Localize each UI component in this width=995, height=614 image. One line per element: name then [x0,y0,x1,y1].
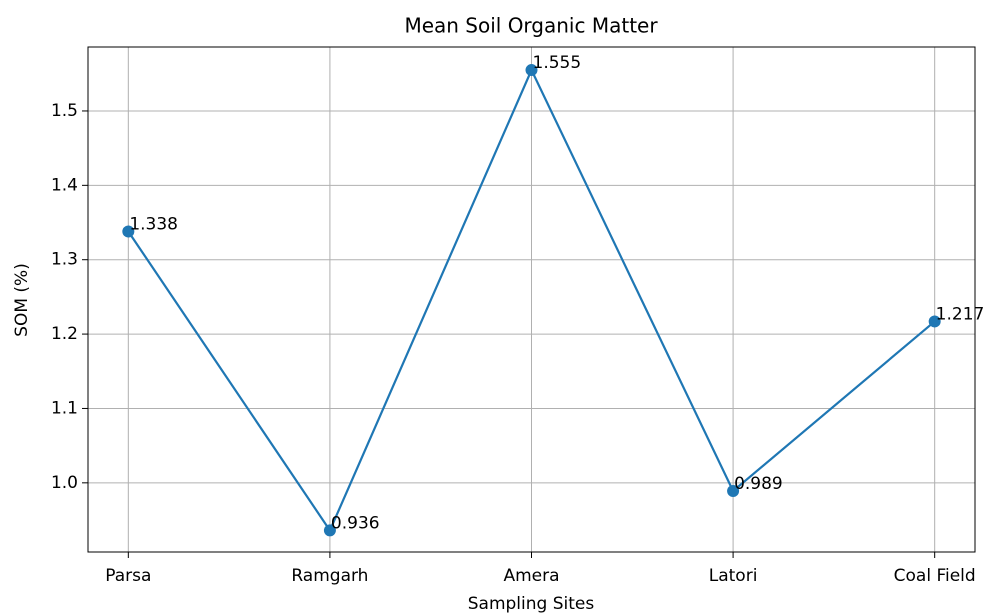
y-tick-label: 1.1 [51,398,78,418]
y-tick-label: 1.3 [51,250,78,270]
x-tick-label: Amera [503,566,559,586]
marker [323,524,336,537]
marker [122,225,135,238]
marker [525,64,538,77]
x-tick-label: Ramgarh [291,566,368,586]
x-axis-label: Sampling Sites [468,594,595,614]
marker [928,315,941,328]
x-tick-label: Latori [709,566,758,586]
y-axis-label: SOM (%) [12,263,32,337]
y-tick-label: 1.0 [51,473,78,493]
x-tick-label: Parsa [105,566,151,586]
data-label: 1.338 [129,214,178,234]
y-tick-label: 1.5 [51,101,78,121]
marker [727,485,740,498]
y-tick-label: 1.2 [51,324,78,344]
plot-frame [87,46,976,553]
x-tick-label: Coal Field [894,566,976,586]
data-label: 1.555 [533,53,582,73]
data-label: 1.217 [936,304,985,324]
y-tick-label: 1.4 [51,175,78,195]
data-label: 0.936 [331,513,380,533]
data-label: 0.989 [734,474,783,494]
chart-title: Mean Soil Organic Matter [404,14,658,38]
